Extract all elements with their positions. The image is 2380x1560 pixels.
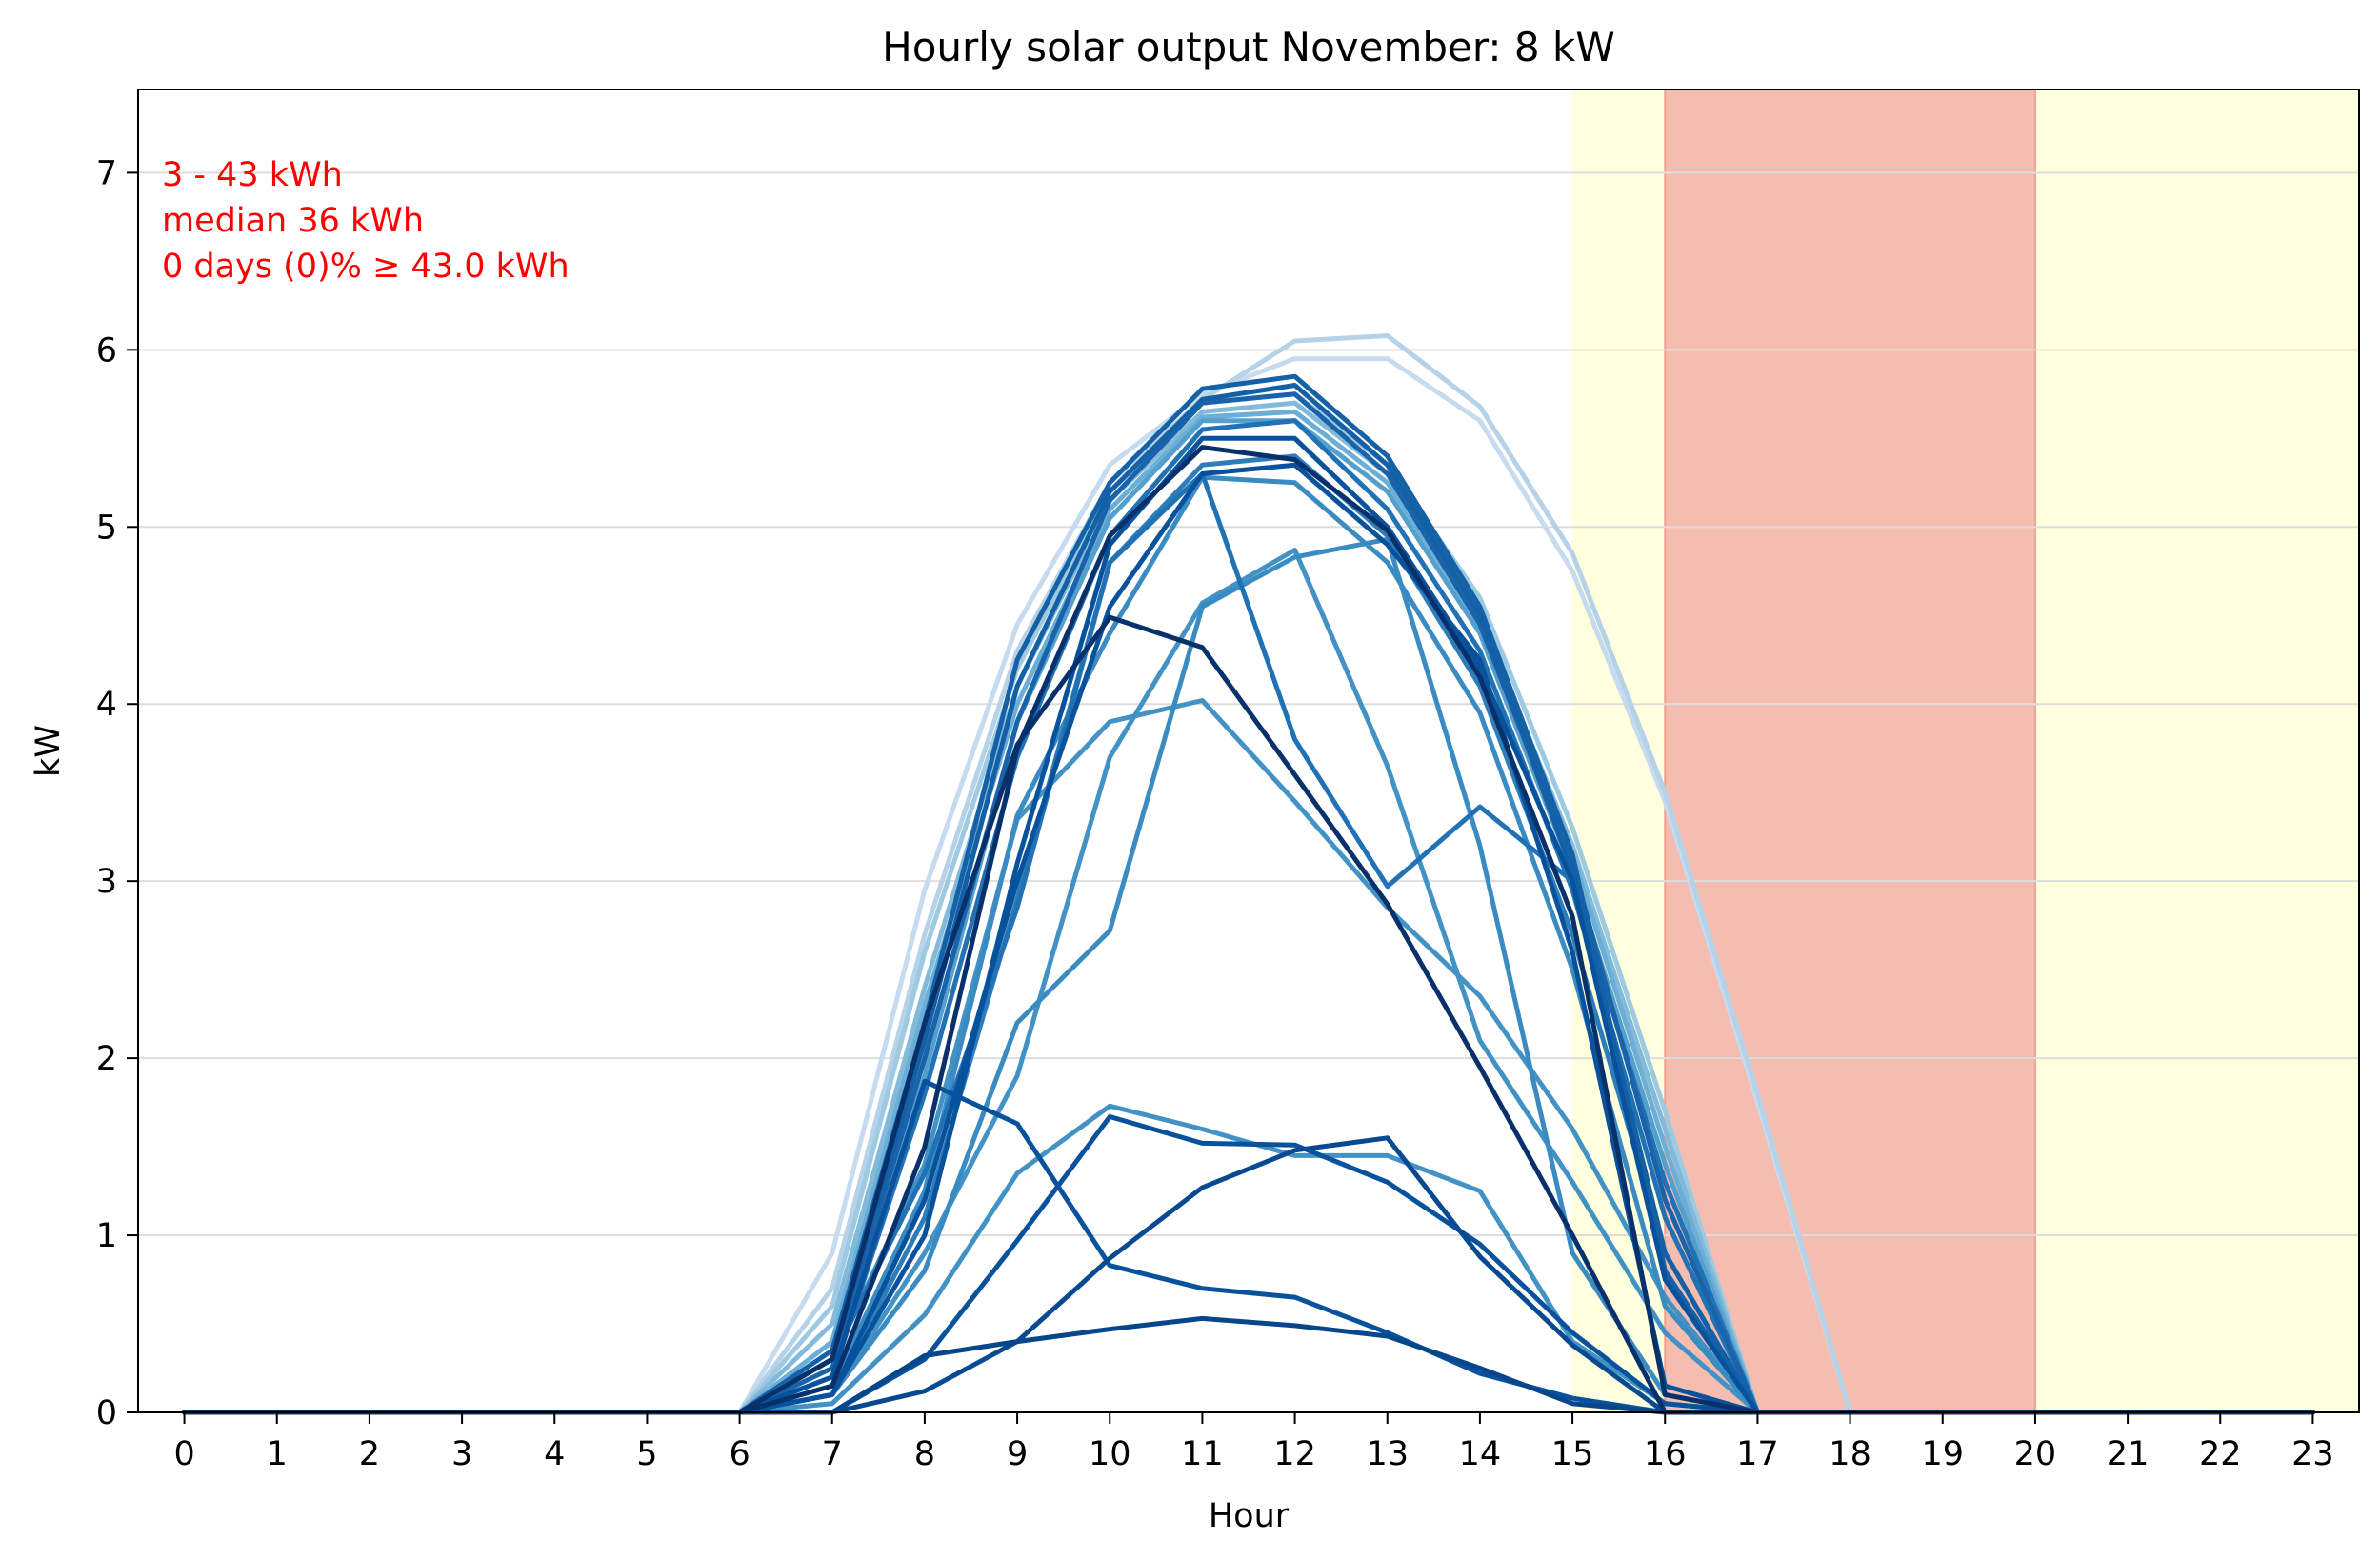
x-tick-label-9: 9 bbox=[1007, 1435, 1028, 1473]
y-tick-label-0: 0 bbox=[96, 1394, 117, 1432]
x-tick-label-3: 3 bbox=[451, 1435, 472, 1473]
x-tick-label-2: 2 bbox=[359, 1435, 380, 1473]
shaded-region-1 bbox=[1665, 90, 2035, 1412]
x-tick-label-5: 5 bbox=[636, 1435, 657, 1473]
x-tick-label-11: 11 bbox=[1181, 1435, 1224, 1473]
y-tick-label-7: 7 bbox=[96, 154, 117, 192]
y-tick-label-1: 1 bbox=[96, 1217, 117, 1255]
y-tick-label-2: 2 bbox=[96, 1040, 117, 1078]
horizontal-gridlines bbox=[138, 171, 2359, 1237]
x-tick-label-10: 10 bbox=[1089, 1435, 1131, 1473]
x-tick-label-8: 8 bbox=[914, 1435, 935, 1473]
y-axis-label: kW bbox=[30, 725, 68, 777]
y-axis-ticks: 0 1 2 3 4 5 6 7 bbox=[96, 154, 138, 1432]
x-tick-label-19: 19 bbox=[1921, 1435, 1964, 1473]
annotation-days: 0 days (0)% ≥ 43.0 kWh bbox=[162, 248, 570, 286]
x-tick-label-7: 7 bbox=[822, 1435, 843, 1473]
x-tick-label-16: 16 bbox=[1644, 1435, 1687, 1473]
y-tick-label-6: 6 bbox=[96, 331, 117, 370]
shaded-region-2 bbox=[2034, 90, 2359, 1412]
x-tick-label-20: 20 bbox=[2014, 1435, 2057, 1473]
x-tick-label-18: 18 bbox=[1829, 1435, 1871, 1473]
y-tick-label-5: 5 bbox=[96, 509, 117, 547]
annotation-median: median 36 kWh bbox=[162, 202, 424, 240]
x-tick-label-6: 6 bbox=[729, 1435, 750, 1473]
x-tick-label-1: 1 bbox=[267, 1435, 288, 1473]
plot-frame bbox=[137, 89, 2360, 1413]
x-tick-label-4: 4 bbox=[544, 1435, 565, 1473]
x-tick-label-14: 14 bbox=[1459, 1435, 1502, 1473]
x-tick-label-15: 15 bbox=[1551, 1435, 1594, 1473]
y-tick-label-3: 3 bbox=[96, 863, 117, 901]
x-tick-label-0: 0 bbox=[173, 1435, 194, 1473]
x-tick-label-21: 21 bbox=[2107, 1435, 2150, 1473]
x-tick-label-17: 17 bbox=[1736, 1435, 1779, 1473]
x-tick-label-23: 23 bbox=[2291, 1435, 2334, 1473]
y-tick-label-4: 4 bbox=[96, 686, 117, 724]
x-axis-ticks: 0 1 2 3 4 5 6 7 8 9 10 11 12 13 14 15 16 17 18 19 20 21 22 23 bbox=[173, 1412, 2334, 1473]
annotation-box: 3 - 43 kWh median 36 kWh 0 days (0)% ≥ 4… bbox=[162, 156, 570, 286]
x-tick-label-22: 22 bbox=[2199, 1435, 2242, 1473]
annotation-range: 3 - 43 kWh bbox=[162, 156, 343, 194]
x-axis-label: Hour bbox=[1209, 1497, 1290, 1535]
x-tick-label-12: 12 bbox=[1273, 1435, 1316, 1473]
x-tick-label-13: 13 bbox=[1366, 1435, 1409, 1473]
chart-title: Hourly solar output November: 8 kW bbox=[882, 24, 1615, 70]
